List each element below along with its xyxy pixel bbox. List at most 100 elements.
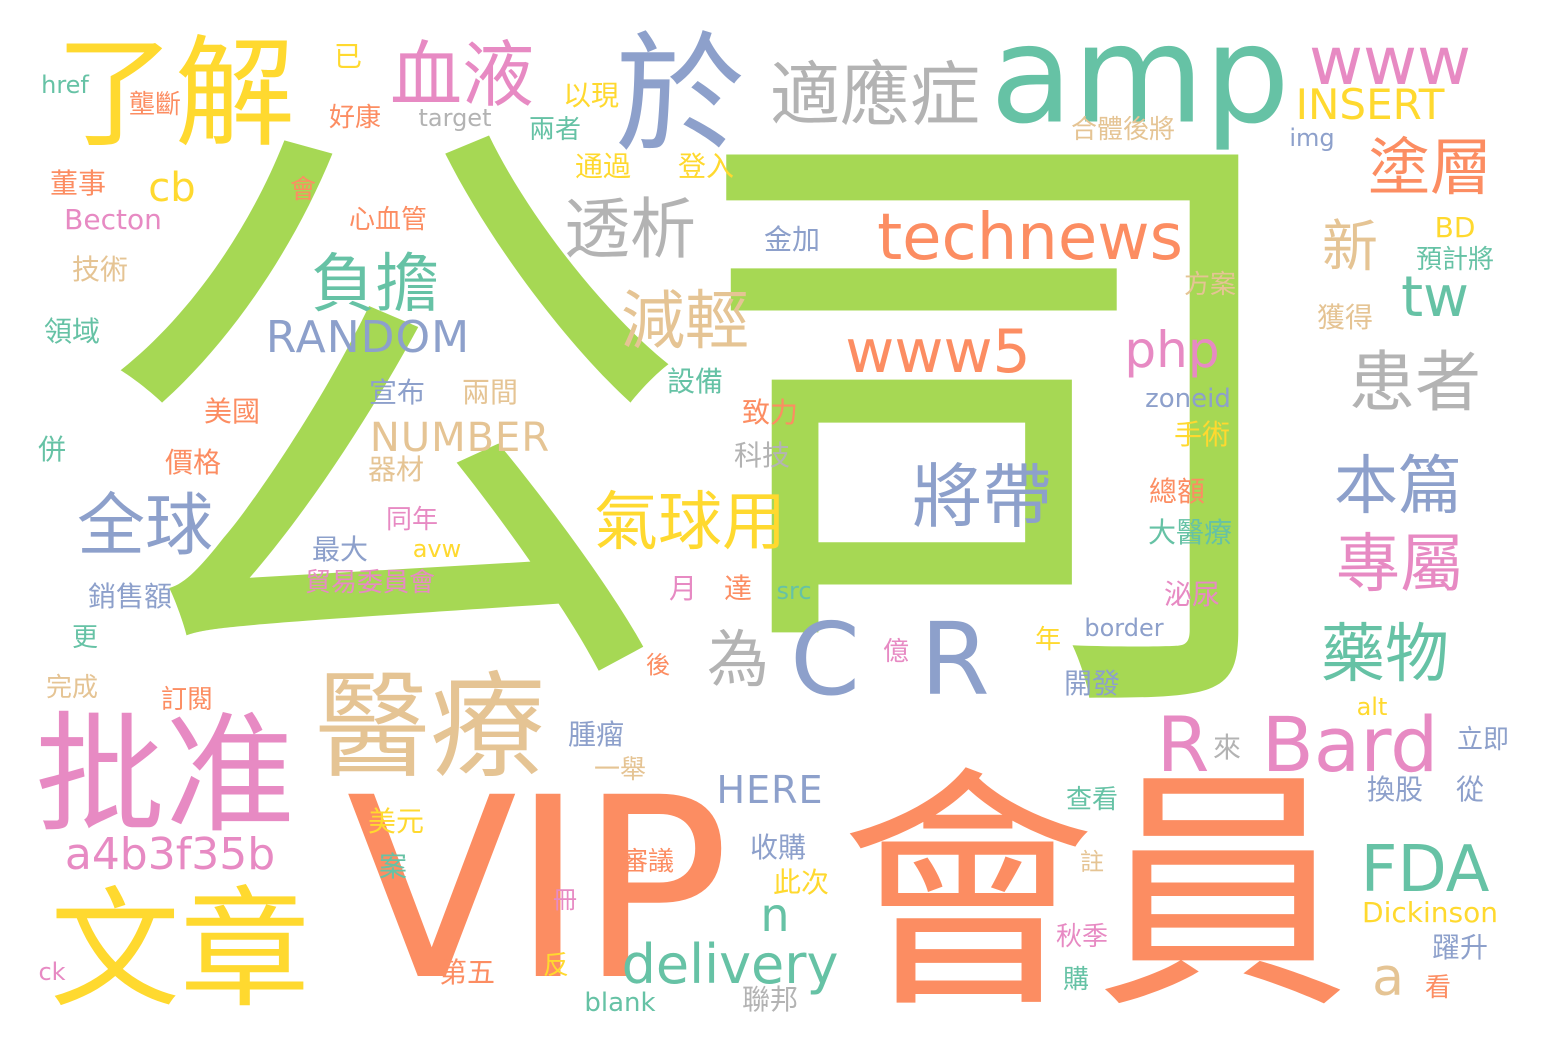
word: 文章	[49, 874, 311, 1026]
word: border	[1084, 614, 1164, 642]
word: 開發	[1063, 667, 1121, 700]
word: 批准	[34, 699, 296, 851]
word: 適應症	[770, 54, 980, 136]
word: 以現	[562, 79, 620, 112]
word: 躍升	[1431, 931, 1489, 964]
word: 致力	[741, 396, 799, 429]
word: a4b3f35b	[64, 829, 276, 880]
word: 立即	[1456, 725, 1510, 755]
word: 董事	[49, 167, 107, 200]
word: ck	[38, 958, 66, 986]
word: 壟斷	[128, 90, 182, 120]
word: 腫瘤	[567, 718, 625, 751]
word: 秋季	[1055, 922, 1109, 952]
word: php	[1124, 321, 1220, 379]
word: 兩者	[528, 115, 582, 145]
word: Bard	[1261, 700, 1439, 789]
word: 收購	[749, 831, 807, 864]
word: R	[1156, 700, 1210, 789]
word: 透析	[564, 191, 696, 268]
word: 冊	[553, 886, 577, 914]
word: 更	[71, 623, 99, 653]
word: 貿易委員會	[304, 568, 436, 598]
word: 藥物	[1321, 618, 1449, 692]
word: 技術	[71, 253, 129, 286]
word: delivery	[621, 933, 839, 996]
word: 器材	[367, 453, 425, 486]
word: R	[920, 601, 990, 718]
word: 從	[1455, 773, 1485, 806]
word: 案	[378, 850, 408, 883]
word: 年	[1034, 625, 1062, 655]
word: n	[760, 888, 790, 942]
word: INSERT	[1295, 80, 1445, 129]
word: 會	[289, 175, 317, 205]
word: cb	[148, 165, 196, 211]
word: 銷售額	[87, 580, 173, 613]
word: 預計將	[1415, 245, 1495, 275]
word: BD	[1434, 211, 1476, 244]
word: 美元	[367, 805, 425, 838]
word: www	[1309, 23, 1471, 100]
word: zoneid	[1145, 384, 1231, 414]
word: 反	[542, 951, 570, 981]
word: 一舉	[593, 755, 647, 785]
word: 併	[37, 433, 67, 466]
word: 同年	[385, 505, 439, 535]
word: 換股	[1366, 773, 1424, 806]
word: 將帶	[912, 456, 1052, 538]
word: 氣球用	[594, 486, 786, 560]
word: 領域	[43, 315, 101, 348]
word: 司	[670, 57, 1310, 802]
word: 第五	[438, 956, 496, 989]
word: 手術	[1173, 418, 1231, 451]
word: RANDOM	[265, 312, 471, 363]
word: 兩間	[461, 376, 519, 409]
word: 購	[1062, 965, 1090, 995]
word: HERE	[716, 768, 824, 812]
word: 方案	[1183, 270, 1237, 300]
word: 好康	[328, 103, 382, 133]
word: 完成	[45, 673, 99, 703]
word: 來	[1212, 731, 1242, 764]
word: a	[1372, 948, 1404, 1008]
word: Becton	[64, 203, 162, 236]
word: 查看	[1065, 785, 1119, 815]
word: 最大	[311, 533, 369, 566]
word: 獲得	[1316, 301, 1374, 334]
word: 已	[333, 40, 363, 73]
word: 於	[614, 19, 746, 171]
word: amp	[990, 0, 1290, 154]
word: 減輕	[621, 285, 749, 359]
word: 心血管	[348, 205, 428, 235]
word: 設備	[666, 365, 724, 398]
word: 價格	[164, 446, 222, 479]
word: 公	[90, 70, 690, 769]
word: 月	[668, 572, 698, 605]
word: 患者	[1349, 344, 1481, 421]
word: blank	[584, 988, 656, 1018]
word: 宣布	[368, 376, 426, 409]
word: target	[418, 104, 492, 132]
word: 審議	[621, 847, 675, 877]
word: 此次	[772, 866, 830, 899]
word: 新	[1322, 215, 1378, 280]
word: FDA	[1360, 833, 1490, 907]
word: 塗層	[1367, 131, 1493, 204]
word: NUMBER	[369, 415, 551, 461]
word: 註	[1080, 848, 1104, 876]
word: 總額	[1148, 475, 1206, 508]
word: avw	[412, 535, 462, 563]
word: 泌尿	[1163, 578, 1221, 611]
word: 醫療	[314, 660, 546, 795]
word: VIP	[346, 744, 730, 1035]
word: 全球	[76, 487, 214, 566]
word: www5	[845, 317, 1031, 387]
word: 訂閱	[160, 685, 214, 715]
word: C	[790, 601, 860, 718]
word: 達	[723, 572, 753, 605]
word: src	[776, 577, 812, 605]
word: 美國	[203, 395, 261, 428]
word: 億	[882, 637, 910, 667]
word: 大醫療	[1147, 516, 1233, 549]
